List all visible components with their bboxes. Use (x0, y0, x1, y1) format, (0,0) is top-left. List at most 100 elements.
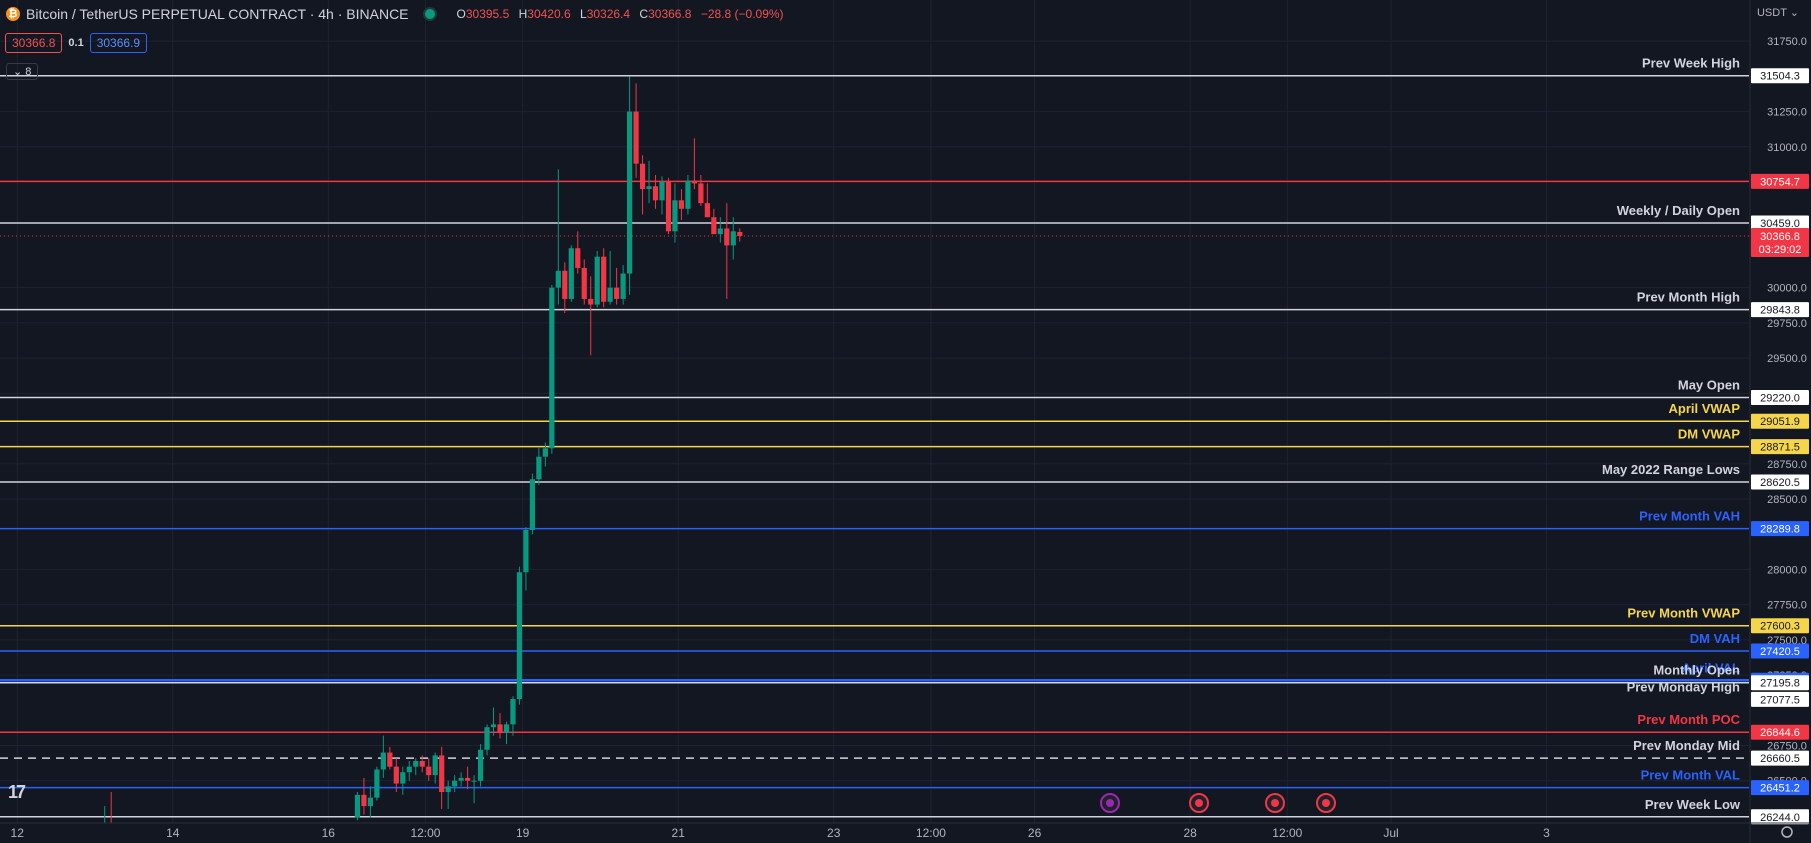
price-tick-label: 26750.0 (1767, 741, 1807, 753)
candle-body (419, 761, 425, 767)
level-price-box (1751, 618, 1809, 634)
close-label: C (639, 7, 649, 21)
buy-button[interactable]: 30366.9 (89, 33, 148, 53)
candle-body (471, 780, 477, 782)
candle-body (730, 231, 736, 246)
level-price-label: 28289.8 (1760, 524, 1800, 536)
level-label: DM VWAP (1678, 427, 1740, 442)
candle-body (555, 270, 561, 288)
us-flag-icon-center (1195, 799, 1203, 807)
level-price-box (1751, 724, 1809, 740)
candle-body (439, 755, 445, 793)
symbol-legend: ₿ Bitcoin / TetherUS PERPETUAL CONTRACT … (6, 6, 784, 22)
chevron-down-icon: ⌄ (13, 66, 26, 78)
candle-body (672, 200, 678, 232)
level-label: Prev Month VAH (1639, 509, 1740, 524)
level-price-box (1751, 173, 1809, 189)
current-price-box (1751, 227, 1809, 257)
candle-body (536, 456, 542, 480)
candle-body (614, 287, 620, 299)
level-label: Prev Month High (1637, 290, 1740, 305)
low-value: 30326.4 (586, 7, 631, 21)
candle-body (432, 755, 438, 776)
candle-body (477, 749, 484, 781)
candle-body (458, 777, 464, 781)
candle-body (503, 724, 510, 733)
level-label: Prev Month VAL (1641, 768, 1740, 783)
price-axis[interactable]: 31750.0 31250.0 31000.0 30000.0 29750.0 29500… (1749, 0, 1811, 843)
candle-body (639, 163, 646, 190)
level-price-box (1751, 215, 1809, 231)
level-price-label: 27600.3 (1760, 621, 1800, 633)
currency-selector[interactable]: USDT ⌄ (1757, 6, 1799, 19)
level-price-label: 26244.0 (1760, 812, 1800, 824)
order-panel: 30366.8 0.1 30366.9 (5, 33, 148, 53)
time-tick-label: 3 (1543, 826, 1550, 840)
candle-body (523, 529, 529, 573)
indicators-toggle[interactable]: ⌄ 8 (6, 63, 39, 80)
level-label: Prev Week High (1642, 56, 1740, 71)
candle-body (627, 111, 633, 274)
level-price-box (1751, 413, 1809, 429)
change-value: −28.8 (−0.09%) (700, 7, 784, 21)
candle-body (354, 794, 361, 818)
level-label: Prev Monday High (1627, 679, 1740, 694)
price-tick-label: 28750.0 (1767, 459, 1807, 471)
candle-body (588, 298, 594, 305)
time-tick-label: 12:00 (410, 826, 440, 840)
candle-body (568, 248, 574, 299)
candle-body (393, 766, 399, 784)
current-price-label: 30366.8 (1760, 231, 1800, 243)
grid-lines (0, 0, 1749, 823)
price-tick-label: 27750.0 (1767, 600, 1807, 612)
us-flag-icon-center (1271, 799, 1279, 807)
candle-body (659, 182, 665, 201)
time-tick-label: 12:00 (1272, 826, 1302, 840)
sell-button[interactable]: 30366.8 (5, 33, 63, 53)
symbol-title[interactable]: Bitcoin / TetherUS PERPETUAL CONTRACT · … (26, 6, 409, 22)
level-label: Prev Monday Mid (1633, 738, 1740, 753)
candle-body (594, 256, 600, 305)
level-price-label: 30459.0 (1760, 218, 1800, 230)
open-label: O (456, 7, 466, 21)
level-price-box (1751, 474, 1809, 490)
candle-body (490, 724, 497, 728)
time-axis[interactable]: 12 14 16 12:00 19 21 23 12:00 26 28 12:00 Jul 3 (0, 822, 1811, 840)
time-tick-label: 28 (1183, 826, 1197, 840)
event-markers (1100, 793, 1336, 813)
gear-icon (1781, 826, 1793, 838)
price-tick-label: 31000.0 (1767, 142, 1807, 154)
open-value: 30395.5 (465, 7, 510, 21)
level-label: April VAL (1682, 660, 1740, 675)
candle-body (633, 111, 639, 164)
level-price-box (1751, 302, 1809, 318)
time-tick-label: 12 (11, 826, 25, 840)
level-price-box (1751, 750, 1809, 766)
level-label: DM VAH (1690, 631, 1740, 646)
candle-body (426, 766, 432, 776)
candle-body (361, 794, 367, 807)
candle-body (413, 761, 419, 767)
level-label: Monthly Open (1653, 663, 1740, 678)
price-tick-label: 31750.0 (1767, 36, 1807, 48)
market-status-icon (422, 7, 437, 21)
candle-body (685, 180, 691, 209)
level-price-label: 30754.7 (1760, 176, 1800, 188)
price-tick-label: 29500.0 (1767, 353, 1807, 365)
level-label: Prev Week Low (1645, 797, 1741, 812)
time-tick-label: 21 (672, 826, 686, 840)
candle-body (387, 752, 393, 767)
candle-body (380, 752, 386, 770)
lightning-icon-center (1106, 799, 1114, 807)
level-label: Prev Month VWAP (1627, 606, 1740, 621)
level-label: May Open (1678, 378, 1740, 393)
candle-body (678, 200, 685, 209)
level-price-label: 27420.5 (1760, 646, 1800, 658)
candle-body (497, 724, 503, 733)
currency-label: USDT (1756, 7, 1787, 19)
time-tick-label: 23 (827, 826, 841, 840)
candle-body (691, 180, 697, 184)
candle-body (484, 727, 490, 750)
candle-body (620, 273, 626, 299)
